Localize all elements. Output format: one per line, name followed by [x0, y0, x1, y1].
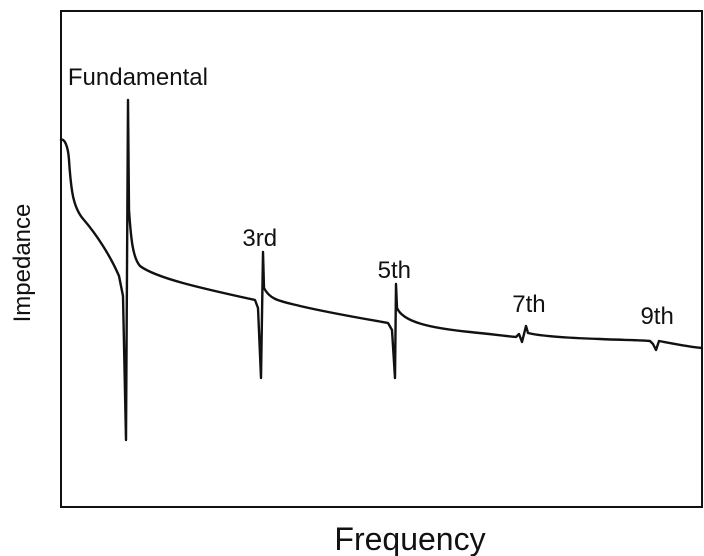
y-axis-title: Impedance — [9, 204, 36, 323]
plot-area-frame — [60, 10, 703, 508]
peak-label-7th: 7th — [512, 291, 545, 318]
peak-label-5th: 5th — [378, 257, 411, 284]
peak-label-9th: 9th — [640, 303, 673, 330]
peak-label-fundamental: Fundamental — [68, 64, 208, 91]
x-axis-title: Frequency — [334, 521, 485, 556]
peak-label-3rd: 3rd — [242, 225, 277, 252]
peak-labels: Fundamental 3rd 5th 7th 9th — [68, 64, 674, 330]
impedance-curve-line — [59, 98, 704, 442]
